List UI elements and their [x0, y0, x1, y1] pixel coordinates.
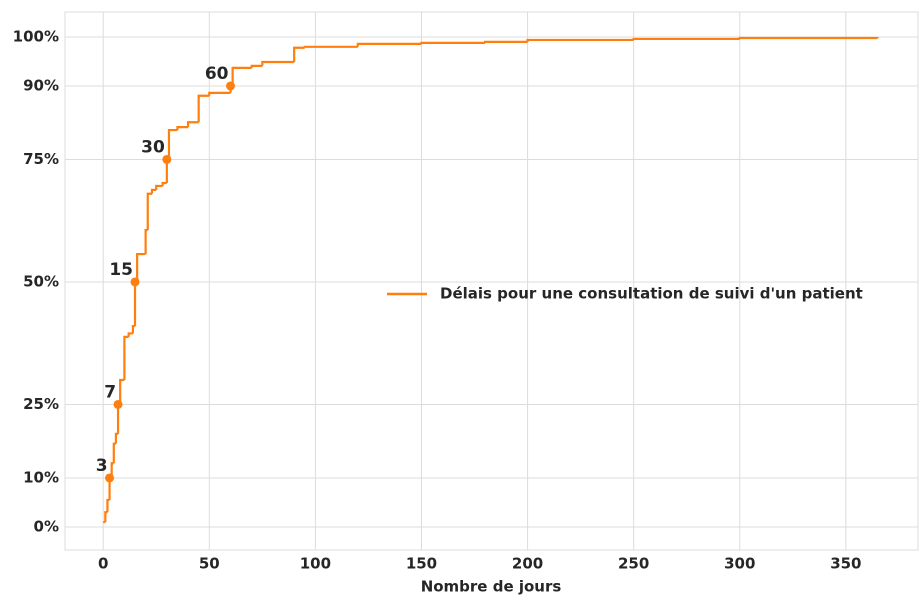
step-segment — [127, 332, 133, 337]
step-segment — [250, 64, 263, 68]
marker — [226, 81, 236, 91]
x-tick-label: 100 — [300, 555, 331, 573]
step-segment — [303, 45, 358, 48]
step-segment — [738, 36, 878, 40]
step-segment — [231, 66, 252, 86]
step-segment — [150, 188, 157, 194]
y-tick-label: 25% — [23, 395, 59, 413]
x-tick-label: 150 — [406, 555, 437, 573]
x-axis-label: Nombre de jours — [421, 578, 562, 596]
x-tick-label: 250 — [618, 555, 649, 573]
step-segment — [197, 94, 210, 123]
y-tick-label: 90% — [23, 76, 59, 94]
x-tick-label: 50 — [199, 555, 220, 573]
x-tick-label: 300 — [724, 555, 755, 573]
x-tick-label: 200 — [512, 555, 543, 573]
step-segment — [155, 184, 163, 190]
step-segment — [144, 228, 148, 255]
marker-label: 30 — [141, 137, 165, 157]
marker-label: 7 — [104, 382, 116, 402]
legend-label: Délais pour une consultation de suivi d'… — [440, 285, 863, 303]
step-segment — [420, 41, 486, 44]
step-segment — [293, 46, 305, 62]
step-segment — [186, 121, 199, 128]
step-segment — [526, 38, 634, 42]
step-segment — [167, 128, 178, 159]
y-tick-label: 100% — [13, 27, 59, 45]
step-segment — [632, 37, 740, 41]
step-segment — [261, 60, 295, 66]
y-tick-label: 0% — [34, 517, 59, 535]
x-tick-label: 0 — [98, 555, 108, 573]
step-segment — [136, 252, 146, 282]
step-segment — [119, 378, 125, 405]
y-tick-label: 75% — [23, 150, 59, 168]
step-segment — [356, 42, 422, 47]
plot-area — [64, 11, 919, 551]
marker — [113, 399, 123, 409]
step-segment — [208, 91, 231, 96]
x-tick-label: 350 — [830, 555, 861, 573]
marker — [162, 154, 172, 164]
step-segment — [176, 126, 189, 131]
step-segment — [161, 181, 167, 186]
marker-label: 15 — [109, 260, 133, 280]
step-segment — [112, 442, 116, 464]
step-segment — [123, 335, 129, 380]
y-tick-label: 10% — [23, 468, 59, 486]
marker — [130, 277, 140, 287]
marker-label: 3 — [96, 456, 108, 476]
step-segment — [484, 40, 528, 43]
y-tick-label: 50% — [23, 272, 59, 290]
step-segment — [106, 498, 110, 513]
step-segment — [146, 192, 152, 231]
marker — [105, 473, 115, 483]
marker-label: 60 — [205, 64, 229, 84]
